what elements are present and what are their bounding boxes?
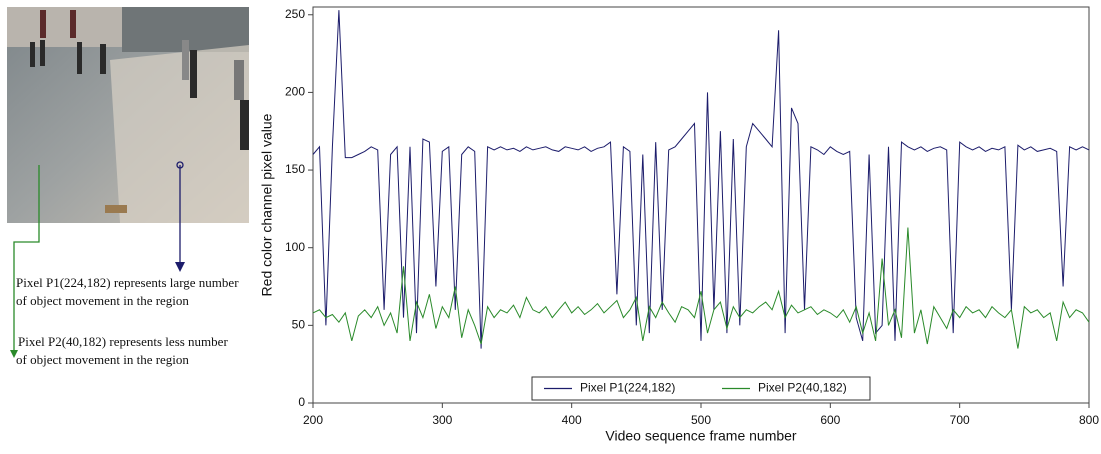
scene-photo bbox=[7, 7, 249, 223]
annotation-line: Pixel P2(40,182) represents less number bbox=[18, 334, 228, 349]
series-line bbox=[312, 227, 1090, 349]
annotation-line: of object movement in the region bbox=[16, 293, 189, 308]
x-tick-label: 800 bbox=[1079, 413, 1099, 427]
x-tick-label: 700 bbox=[950, 413, 970, 427]
y-tick-label: 50 bbox=[292, 318, 306, 332]
y-axis-label: Red color channel pixel value bbox=[259, 113, 275, 296]
annotation-line: of object movement in the region bbox=[16, 352, 189, 367]
series-line bbox=[312, 10, 1090, 349]
x-tick-label: 300 bbox=[432, 413, 452, 427]
y-tick-label: 250 bbox=[285, 7, 305, 21]
legend-label: Pixel P1(224,182) bbox=[580, 381, 675, 395]
y-tick-label: 150 bbox=[285, 162, 305, 176]
legend-box bbox=[531, 376, 871, 401]
annotation-line: Pixel P1(224,182) represents large numbe… bbox=[16, 275, 239, 290]
plot-frame bbox=[312, 6, 1090, 404]
y-tick-label: 100 bbox=[285, 240, 305, 254]
legend-label: Pixel P2(40,182) bbox=[758, 381, 847, 395]
y-tick-label: 200 bbox=[285, 85, 305, 99]
annotation-arrows bbox=[10, 161, 185, 358]
x-tick-label: 500 bbox=[691, 413, 711, 427]
x-tick-label: 600 bbox=[820, 413, 840, 427]
x-axis-label: Video sequence frame number bbox=[605, 428, 797, 444]
x-tick-label: 400 bbox=[562, 413, 582, 427]
y-tick-label: 0 bbox=[298, 395, 305, 409]
x-tick-label: 200 bbox=[303, 413, 323, 427]
